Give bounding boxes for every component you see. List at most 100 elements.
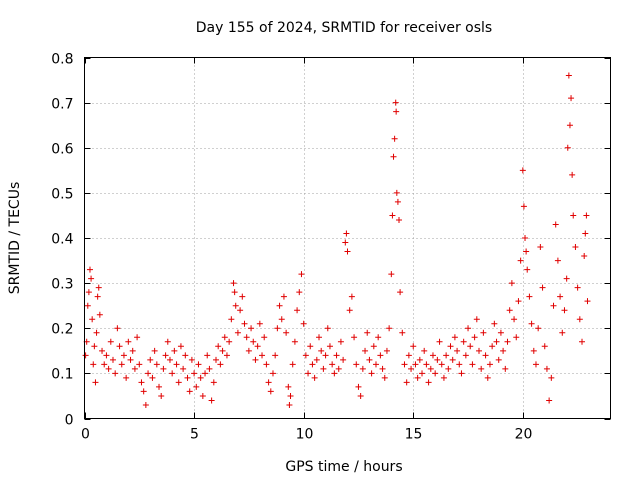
data-point xyxy=(166,356,173,363)
data-point xyxy=(429,352,436,359)
data-point xyxy=(425,379,432,386)
data-point xyxy=(177,343,184,350)
data-point xyxy=(355,383,362,390)
data-point xyxy=(405,352,412,359)
data-point xyxy=(188,356,195,363)
data-point xyxy=(530,347,537,354)
data-point xyxy=(423,361,430,368)
data-point xyxy=(285,383,292,390)
data-point xyxy=(302,352,309,359)
data-point xyxy=(519,167,526,174)
x-tick-label: 0 xyxy=(81,427,90,443)
data-point xyxy=(520,203,527,210)
data-point xyxy=(263,361,270,368)
data-point xyxy=(93,329,100,336)
data-point xyxy=(582,230,589,237)
data-point xyxy=(311,374,318,381)
data-point xyxy=(554,257,561,264)
y-tick-label: 0.5 xyxy=(51,187,73,203)
data-point xyxy=(574,284,581,291)
data-point xyxy=(443,352,450,359)
data-point xyxy=(391,135,398,142)
data-point xyxy=(416,356,423,363)
y-tick-label: 0.1 xyxy=(51,367,73,383)
data-point xyxy=(204,352,211,359)
data-point xyxy=(239,293,246,300)
data-point xyxy=(232,302,239,309)
data-point xyxy=(180,365,187,372)
x-tick-label: 5 xyxy=(190,427,199,443)
data-point xyxy=(473,316,480,323)
data-point xyxy=(173,361,180,368)
data-point xyxy=(482,352,489,359)
data-point xyxy=(438,361,445,368)
data-point xyxy=(182,352,189,359)
data-point xyxy=(112,370,119,377)
data-point xyxy=(372,361,379,368)
data-point xyxy=(261,334,268,341)
data-point xyxy=(434,356,441,363)
data-point xyxy=(118,361,125,368)
data-point xyxy=(86,266,93,273)
data-point xyxy=(234,329,241,336)
data-point xyxy=(410,343,417,350)
data-point xyxy=(116,343,123,350)
data-point xyxy=(537,244,544,251)
data-point xyxy=(393,108,400,115)
data-point xyxy=(131,365,138,372)
data-point xyxy=(88,275,95,282)
data-point xyxy=(579,338,586,345)
data-point xyxy=(228,316,235,323)
data-point xyxy=(522,235,529,241)
data-point xyxy=(120,352,127,359)
data-points xyxy=(82,72,591,408)
data-point xyxy=(280,293,287,300)
data-point xyxy=(342,239,349,246)
data-point xyxy=(394,198,401,205)
y-tick-label: 0.8 xyxy=(51,52,73,68)
data-point xyxy=(243,334,250,341)
data-point xyxy=(480,329,487,336)
data-point xyxy=(193,383,200,390)
data-point xyxy=(456,361,463,368)
data-point xyxy=(523,248,530,255)
data-point xyxy=(91,343,98,350)
data-point xyxy=(256,320,263,327)
data-point xyxy=(99,347,106,354)
data-point xyxy=(223,352,230,359)
data-point xyxy=(543,365,550,372)
data-point xyxy=(500,347,507,354)
data-point xyxy=(107,338,114,345)
data-point xyxy=(231,289,238,296)
data-point xyxy=(286,401,293,408)
data-point xyxy=(408,365,415,372)
data-point xyxy=(101,361,108,368)
data-point xyxy=(287,392,294,399)
data-point xyxy=(320,365,327,372)
data-point xyxy=(396,216,403,223)
data-point xyxy=(213,356,219,363)
data-point xyxy=(85,289,92,296)
data-point xyxy=(401,361,408,368)
y-tick-label: 0.4 xyxy=(51,232,73,248)
data-point xyxy=(493,338,500,345)
data-point xyxy=(278,316,285,323)
data-point xyxy=(289,361,296,368)
data-point xyxy=(460,338,467,345)
data-point xyxy=(353,361,360,368)
data-point xyxy=(502,365,509,372)
data-point xyxy=(517,257,524,264)
data-point xyxy=(333,352,340,359)
data-point xyxy=(546,397,553,404)
data-point xyxy=(248,325,255,332)
x-tick-label: 10 xyxy=(296,427,314,443)
data-point xyxy=(515,298,522,305)
x-tick-label: 15 xyxy=(405,427,423,443)
data-point xyxy=(508,280,515,287)
data-point xyxy=(445,365,452,372)
data-point xyxy=(548,374,555,381)
data-point xyxy=(528,320,535,327)
data-point xyxy=(370,343,377,350)
data-point xyxy=(123,374,130,381)
data-point xyxy=(300,320,307,327)
